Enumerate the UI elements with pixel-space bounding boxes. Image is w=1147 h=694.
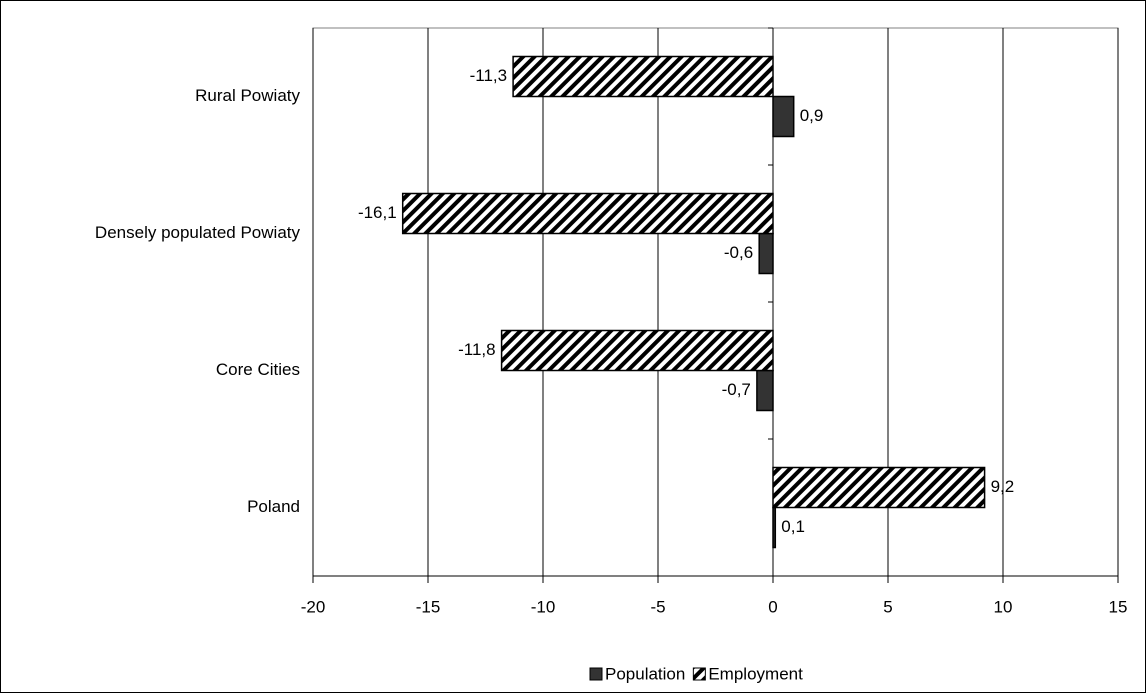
x-tick-label: -5 xyxy=(650,597,665,616)
x-tick-label: -20 xyxy=(301,597,326,616)
bar xyxy=(772,506,777,549)
y-tick-label: Densely populated Powiaty xyxy=(95,223,301,242)
data-label: -0,6 xyxy=(724,243,753,262)
bar xyxy=(758,232,774,275)
data-label: -16,1 xyxy=(358,203,397,222)
data-label: 0,1 xyxy=(781,517,805,536)
y-tick-label: Core Cities xyxy=(216,360,300,379)
legend-swatch xyxy=(692,667,706,681)
x-tick-label: -15 xyxy=(416,597,441,616)
legend-label: Population xyxy=(605,664,685,683)
x-tick-label: 0 xyxy=(768,597,777,616)
data-label: -0,7 xyxy=(722,380,751,399)
legend-label: Employment xyxy=(708,664,803,683)
bar xyxy=(401,192,774,235)
data-label: -11,3 xyxy=(470,66,508,85)
data-label: -11,8 xyxy=(458,340,496,359)
data-label: 9,2 xyxy=(991,477,1015,496)
bar xyxy=(500,329,774,372)
data-label: 0,9 xyxy=(800,106,824,125)
legend-swatch xyxy=(589,667,603,681)
x-tick-label: 15 xyxy=(1109,597,1128,616)
y-tick-label: Rural Powiaty xyxy=(195,86,300,105)
bar xyxy=(772,466,986,509)
bar xyxy=(512,55,774,98)
y-tick-label: Poland xyxy=(247,497,300,516)
bar xyxy=(772,95,795,138)
bar xyxy=(756,369,774,412)
x-tick-label: 10 xyxy=(994,597,1013,616)
x-tick-label: 5 xyxy=(883,597,892,616)
x-tick-label: -10 xyxy=(531,597,556,616)
